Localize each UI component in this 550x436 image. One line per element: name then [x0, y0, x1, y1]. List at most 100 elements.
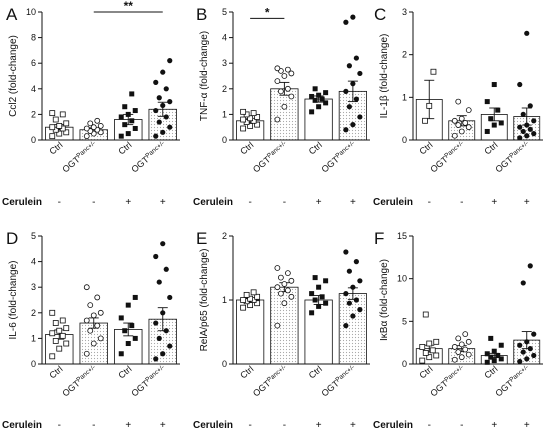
- y-tick-label: 2: [31, 308, 36, 318]
- cerulein-marker: +: [160, 197, 166, 208]
- y-tick-label: 8: [31, 33, 36, 43]
- y-tick-label: 10: [397, 274, 407, 284]
- data-point: [353, 96, 359, 102]
- x-tick-label: Ctrl: [307, 140, 324, 157]
- data-point: [83, 317, 90, 324]
- x-tick-label: OGTPanc+/-: [60, 140, 99, 175]
- x-tick-main: Ctrl: [47, 140, 64, 157]
- y-tick-label: 4: [31, 84, 36, 94]
- data-point: [323, 278, 329, 284]
- data-point: [353, 55, 359, 61]
- data-point: [97, 123, 104, 129]
- x-tick-superscript: Panc+/-: [75, 140, 97, 160]
- data-point: [254, 121, 261, 128]
- data-point: [524, 339, 530, 345]
- data-point: [49, 124, 56, 131]
- data-point: [520, 280, 526, 286]
- data-point: [49, 330, 56, 337]
- x-tick-label: Ctrl: [417, 364, 434, 381]
- data-point: [97, 309, 104, 316]
- y-tick-label: 0: [402, 359, 407, 369]
- data-point: [319, 294, 325, 300]
- data-point: [247, 302, 254, 309]
- panel-b: B TNF-α (fold-change) Ctrl - OGTPanc+/- - Ctrl…: [193, 5, 370, 208]
- x-tick-label: Ctrl: [47, 364, 64, 381]
- data-point: [455, 349, 462, 355]
- cerulein-label: Cerulein: [193, 420, 233, 431]
- data-point: [90, 312, 97, 319]
- data-point: [274, 78, 281, 85]
- data-point: [524, 133, 530, 139]
- data-point: [309, 310, 315, 316]
- x-tick-label: OGTPanc+/-: [129, 364, 168, 399]
- x-tick-label: Ctrl: [417, 140, 434, 157]
- data-point: [118, 114, 124, 120]
- data-point: [357, 70, 363, 77]
- y-tick-label: 3: [402, 7, 407, 17]
- data-point: [49, 133, 56, 140]
- data-point: [56, 345, 63, 352]
- y-tick-label: 0: [31, 135, 36, 145]
- data-point: [430, 68, 437, 75]
- cerulein-marker: +: [125, 420, 131, 431]
- data-point: [247, 295, 254, 302]
- data-point: [498, 120, 504, 126]
- data-point: [56, 123, 63, 129]
- y-tick-label: 6: [31, 58, 36, 68]
- data-point: [455, 335, 462, 342]
- data-point: [426, 354, 433, 361]
- x-tick-label: Ctrl: [482, 140, 499, 157]
- data-point: [254, 114, 261, 120]
- significance-label: *: [265, 5, 270, 19]
- data-point: [160, 102, 166, 109]
- data-point: [426, 102, 433, 109]
- data-point: [353, 297, 359, 303]
- x-tick-superscript: Panc+/-: [443, 140, 465, 160]
- y-tick-label: 0: [402, 135, 407, 145]
- x-tick-main: Ctrl: [417, 140, 434, 157]
- y-axis-label: Ccl2 (fold-change): [8, 35, 19, 117]
- data-point: [153, 107, 159, 114]
- cerulein-marker: -: [428, 197, 431, 208]
- x-tick-label: OGTPanc+/-: [493, 140, 532, 175]
- data-point: [531, 118, 537, 124]
- data-point: [316, 92, 322, 98]
- data-point: [160, 351, 166, 357]
- data-point: [167, 99, 173, 105]
- data-point: [495, 107, 501, 113]
- data-point: [524, 30, 530, 36]
- data-point: [319, 96, 325, 102]
- data-point: [357, 114, 363, 120]
- y-tick-label: 2: [222, 84, 227, 94]
- y-tick-label: 15: [397, 231, 407, 241]
- x-tick-label: OGTPanc+/-: [493, 364, 532, 399]
- cerulein-label: Cerulein: [193, 197, 233, 208]
- y-tick-label: 5: [222, 7, 227, 17]
- data-point: [59, 111, 66, 118]
- cerulein-marker: -: [58, 420, 61, 431]
- cerulein-marker: -: [283, 420, 286, 431]
- data-point: [465, 338, 472, 345]
- x-tick-label: Ctrl: [307, 364, 324, 381]
- y-tick-label: 3: [31, 282, 36, 292]
- data-point: [49, 110, 56, 117]
- data-point: [59, 317, 66, 324]
- y-tick-label: 5: [31, 231, 36, 241]
- data-point: [281, 103, 288, 110]
- x-tick-superscript: Panc+/-: [508, 364, 530, 384]
- x-tick-superscript: Panc+/-: [144, 140, 166, 160]
- bar: [304, 299, 333, 365]
- data-point: [277, 274, 284, 281]
- data-point: [118, 351, 124, 357]
- data-point: [520, 128, 526, 135]
- data-point: [240, 304, 247, 311]
- x-tick-label: Ctrl: [238, 140, 255, 157]
- cerulein-marker: +: [524, 420, 530, 431]
- data-point: [83, 284, 90, 291]
- data-point: [353, 259, 359, 265]
- cerulein-marker: +: [491, 420, 497, 431]
- panel-letter: D: [6, 229, 18, 248]
- data-point: [59, 332, 66, 339]
- data-point: [350, 284, 356, 290]
- data-point: [517, 358, 523, 365]
